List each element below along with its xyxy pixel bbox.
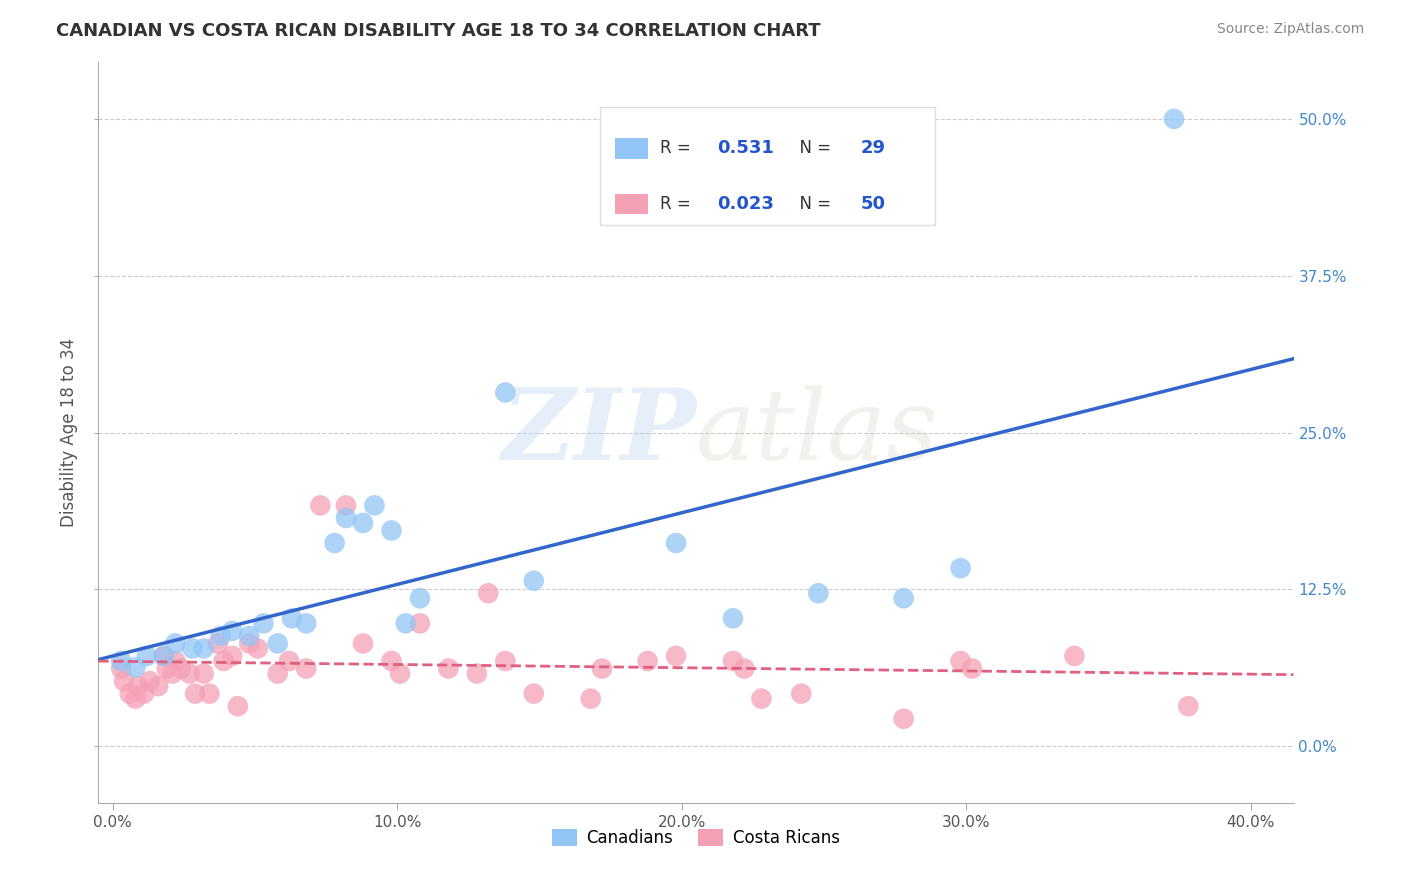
Point [1177,699,1199,714]
Y-axis label: Disability Age 18 to 34: Disability Age 18 to 34 [60,338,79,527]
Point [1063,648,1085,663]
Point [751,691,773,706]
Point [477,586,499,600]
Text: 0.531: 0.531 [717,139,775,157]
Point [665,648,688,663]
Point [295,616,318,631]
Point [721,654,744,668]
Point [281,611,304,625]
Point [363,499,385,513]
Text: N =: N = [789,139,837,157]
Point [409,616,432,631]
Point [193,666,215,681]
Point [1163,112,1185,126]
Point [110,661,132,675]
Text: 0.023: 0.023 [717,195,775,213]
FancyBboxPatch shape [614,194,648,214]
Point [637,654,659,668]
Text: ZIP: ZIP [501,384,696,481]
Point [238,636,260,650]
Point [893,712,915,726]
Point [278,654,301,668]
Text: Source: ZipAtlas.com: Source: ZipAtlas.com [1216,22,1364,37]
Point [156,661,179,675]
Point [124,691,146,706]
Point [165,654,187,668]
Point [579,691,602,706]
Text: CANADIAN VS COSTA RICAN DISABILITY AGE 18 TO 34 CORRELATION CHART: CANADIAN VS COSTA RICAN DISABILITY AGE 1… [56,22,821,40]
Text: R =: R = [661,139,696,157]
Point [494,654,516,668]
Point [380,654,402,668]
Point [135,648,157,663]
Point [352,516,374,530]
Point [198,687,221,701]
Point [309,499,332,513]
Point [267,636,290,650]
Point [226,699,249,714]
Point [212,654,235,668]
Text: N =: N = [789,195,837,213]
Point [893,591,915,606]
Point [323,536,346,550]
Point [395,616,418,631]
Point [523,574,546,588]
Point [124,660,146,674]
Point [148,679,170,693]
Point [138,674,160,689]
Point [267,666,290,681]
Text: R =: R = [661,195,696,213]
Point [949,561,972,575]
Point [179,666,201,681]
Point [112,674,135,689]
Point [252,616,274,631]
Point [380,524,402,538]
Point [221,648,243,663]
Point [165,636,187,650]
Text: 29: 29 [860,139,886,157]
Point [238,629,260,643]
Point [335,511,357,525]
Point [295,661,318,675]
Point [181,641,204,656]
Point [591,661,613,675]
Legend: Canadians, Costa Ricans: Canadians, Costa Ricans [546,822,846,854]
Point [733,661,755,675]
Text: atlas: atlas [696,385,939,480]
Point [127,679,149,693]
Point [949,654,972,668]
Point [465,666,488,681]
Point [162,666,184,681]
Point [721,611,744,625]
Point [193,641,215,656]
Point [209,629,232,643]
FancyBboxPatch shape [614,138,648,159]
Point [494,385,516,400]
FancyBboxPatch shape [600,107,935,226]
Point [437,661,460,675]
Point [132,687,155,701]
Point [389,666,412,681]
Text: 50: 50 [860,195,886,213]
Point [335,499,357,513]
Point [153,648,176,663]
Point [170,661,193,675]
Point [960,661,983,675]
Point [665,536,688,550]
Point [153,648,176,663]
Point [523,687,546,701]
Point [221,624,243,638]
Point [246,641,269,656]
Point [110,654,132,668]
Point [790,687,813,701]
Point [207,636,229,650]
Point [184,687,207,701]
Point [118,687,141,701]
Point [807,586,830,600]
Point [409,591,432,606]
Point [352,636,374,650]
